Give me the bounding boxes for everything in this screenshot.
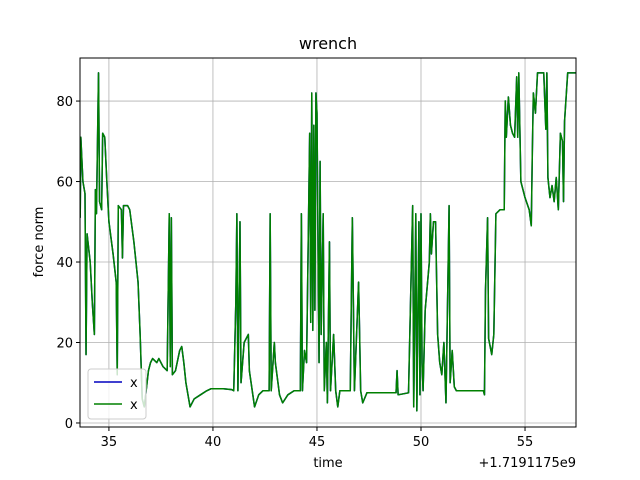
y-tick-label: 60 xyxy=(56,176,73,191)
y-tick-label: 40 xyxy=(56,256,73,271)
x-tick-label: 50 xyxy=(413,435,430,450)
ticks: 35 40 45 50 55 0 20 40 60 80 xyxy=(56,95,533,450)
chart-title: wrench xyxy=(299,34,357,53)
legend: xx xyxy=(87,368,147,420)
legend-label: x xyxy=(130,376,138,391)
y-tick-label: 20 xyxy=(56,336,73,351)
x-offset-label: +1.7191175e9 xyxy=(479,456,576,471)
y-tick-label: 0 xyxy=(65,417,73,432)
x-tick-label: 40 xyxy=(205,435,222,450)
axes-frame xyxy=(79,57,577,428)
y-tick-label: 80 xyxy=(56,95,73,110)
x-axis-label: time xyxy=(313,456,342,471)
x-tick-label: 55 xyxy=(517,435,534,450)
y-axis-label: force norm xyxy=(32,207,47,278)
x-tick-label: 45 xyxy=(309,435,326,450)
legend-label: x xyxy=(130,398,138,413)
x-tick-label: 35 xyxy=(101,435,118,450)
